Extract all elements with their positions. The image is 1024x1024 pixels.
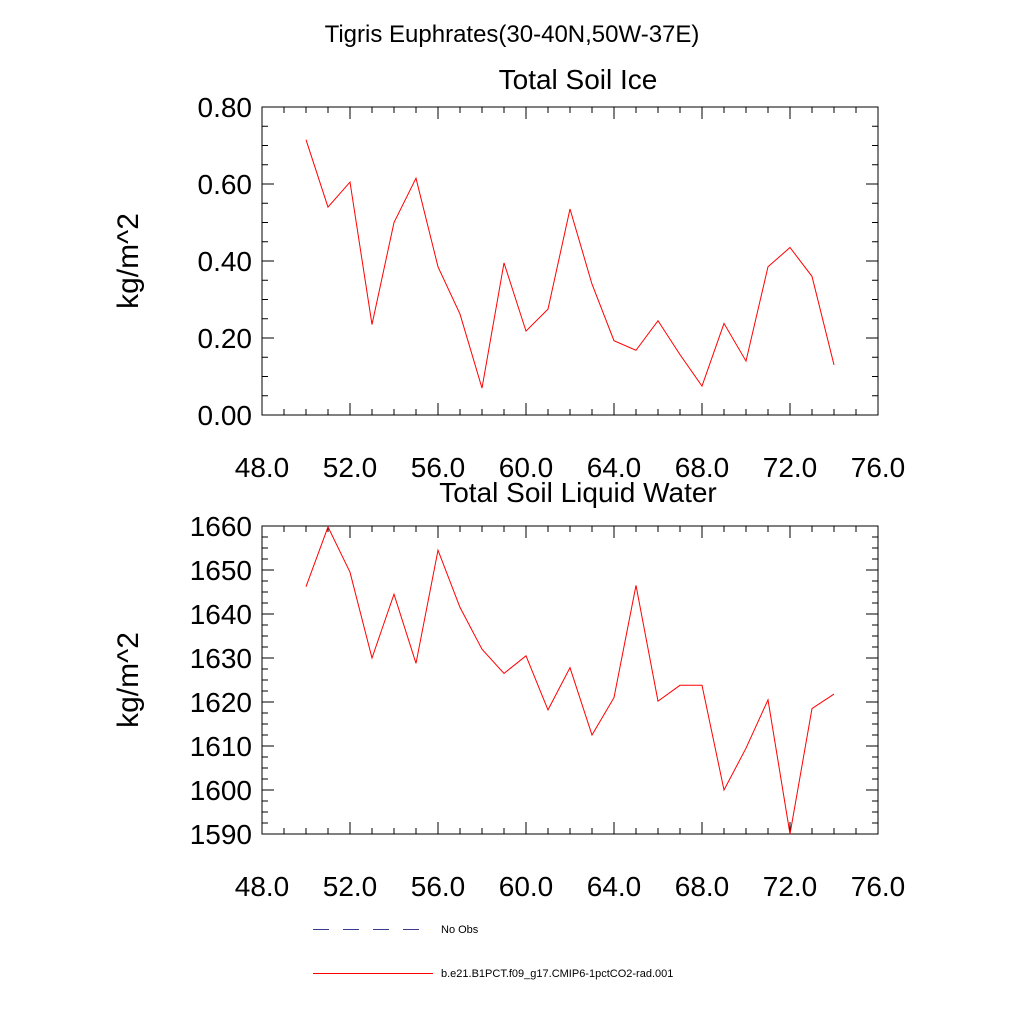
y-tick-label: 0.80 [198, 92, 253, 123]
y-tick-label: 0.00 [198, 400, 253, 431]
x-tick-label: 60.0 [499, 452, 554, 483]
y-tick-label: 1610 [190, 731, 252, 762]
data-point [349, 571, 352, 574]
legend-entry-model-run: b.e21.B1PCT.f09_g17.CMIP6-1pctCO2-rad.00… [313, 968, 673, 980]
y-tick-label: 0.60 [198, 169, 253, 200]
data-point [459, 606, 462, 609]
data-point [503, 261, 506, 264]
x-tick-label: 68.0 [675, 452, 730, 483]
data-point [415, 662, 418, 665]
data-point [547, 708, 550, 711]
y-tick-label: 0.40 [198, 246, 253, 277]
data-point [701, 385, 704, 388]
data-point [437, 549, 440, 552]
data-point [503, 672, 506, 675]
legend-label-model-run: b.e21.B1PCT.f09_g17.CMIP6-1pctCO2-rad.00… [441, 968, 673, 980]
data-point [591, 283, 594, 286]
data-point [371, 323, 374, 326]
data-point [789, 246, 792, 249]
data-point [745, 747, 748, 750]
y-axis-label: kg/m^2 [112, 213, 145, 309]
data-point [437, 265, 440, 268]
series-line [305, 525, 835, 835]
data-point [811, 707, 814, 710]
panel-total-soil-liquid-water: Total Soil Liquid Water 1590 1600 1610 1620 1… [112, 477, 905, 902]
data-point [613, 339, 616, 342]
y-tick-label: 1600 [190, 775, 252, 806]
data-point [569, 666, 572, 669]
data-point [525, 654, 528, 657]
data-point [767, 698, 770, 701]
data-point [701, 684, 704, 687]
x-tick-label: 56.0 [411, 452, 466, 483]
data-point [613, 696, 616, 699]
x-tick-label: 68.0 [675, 871, 730, 902]
data-point [525, 330, 528, 333]
x-tick-label: 72.0 [763, 452, 818, 483]
data-point [833, 693, 836, 696]
data-point [833, 363, 836, 366]
x-tick-label: 76.0 [851, 452, 906, 483]
data-point [789, 833, 792, 836]
data-point [349, 181, 352, 184]
y-tick-label: 1630 [190, 643, 252, 674]
data-point [481, 387, 484, 390]
data-point [371, 657, 374, 660]
data-point [723, 322, 726, 325]
data-point [591, 734, 594, 737]
y-tick-label: 1590 [190, 819, 252, 850]
x-tick-label: 64.0 [587, 871, 642, 902]
y-tick-label: 0.20 [198, 323, 253, 354]
data-point [811, 275, 814, 278]
data-point [635, 584, 638, 587]
data-point [635, 349, 638, 352]
plot-frame [261, 106, 879, 416]
data-point [305, 138, 308, 141]
data-point [679, 684, 682, 687]
data-point [459, 313, 462, 316]
data-point [393, 593, 396, 596]
data-point [305, 585, 308, 588]
chart-title: Total Soil Ice [499, 64, 658, 95]
data-point [415, 177, 418, 180]
x-tick-label: 48.0 [235, 871, 290, 902]
y-axis-label: kg/m^2 [112, 632, 145, 728]
data-point [657, 700, 660, 703]
data-point [547, 308, 550, 311]
data-point [481, 648, 484, 651]
data-point [327, 525, 330, 528]
data-point [679, 353, 682, 356]
data-point [569, 208, 572, 211]
panel-total-soil-ice: Total Soil Ice 0.00 0.20 0.40 0.60 0.80 48.0 52… [112, 64, 905, 483]
legend: No Obs b.e21.B1PCT.f09_g17.CMIP6-1pctCO2… [313, 924, 673, 980]
x-tick-label: 56.0 [411, 871, 466, 902]
x-tick-label: 60.0 [499, 871, 554, 902]
plot-frame [261, 525, 879, 835]
data-point [767, 265, 770, 268]
data-point [657, 319, 660, 322]
y-tick-label: 1650 [190, 555, 252, 586]
x-tick-label: 52.0 [323, 452, 378, 483]
x-tick-label: 72.0 [763, 871, 818, 902]
figure-title: Tigris Euphrates(30-40N,50W-37E) [325, 21, 700, 48]
x-tick-label: 52.0 [323, 871, 378, 902]
data-point [393, 221, 396, 224]
data-point [327, 206, 330, 209]
y-tick-label: 1660 [190, 511, 252, 542]
data-point [723, 789, 726, 792]
x-tick-label: 76.0 [851, 871, 906, 902]
series-line [305, 139, 835, 389]
data-point [745, 360, 748, 363]
chart-title: Total Soil Liquid Water [439, 477, 717, 508]
y-tick-label: 1620 [190, 687, 252, 718]
y-tick-label: 1640 [190, 599, 252, 630]
x-tick-label: 48.0 [235, 452, 290, 483]
x-tick-label: 64.0 [587, 452, 642, 483]
legend-label-no-obs: No Obs [441, 924, 479, 936]
legend-entry-no-obs: No Obs [313, 924, 479, 936]
